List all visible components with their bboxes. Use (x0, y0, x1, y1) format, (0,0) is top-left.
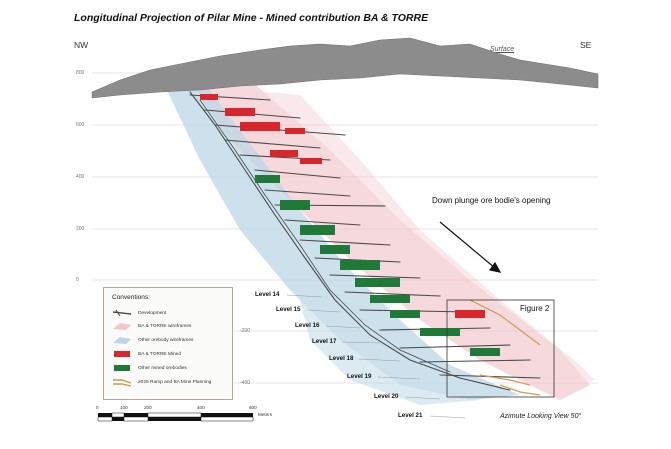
legend-label-planning: 2025 Ramp and BA Mine Planning (138, 379, 212, 385)
legend-label-development: Development (138, 310, 167, 316)
other-wireframe-swatch-icon (113, 337, 131, 344)
scale-tick-400: 400 (197, 405, 205, 410)
direction-se-label: SE (580, 40, 592, 50)
figure-2-label: Figure 2 (520, 304, 550, 313)
other-orebody-wireframes (165, 84, 520, 405)
level-17-label: Level 17 (312, 338, 337, 345)
down-plunge-arrow (439, 221, 502, 273)
ba-torre-wireframe-swatch-icon (113, 323, 131, 330)
scale-tick-600: 600 (249, 405, 257, 410)
other-mined-swatch-icon (114, 365, 130, 371)
legend-label-ba-torre-wireframes: BA & TORRE wireframes (138, 323, 192, 329)
legend-item-development: Development (112, 308, 166, 318)
elevation-label-minus-400: -400 (240, 380, 251, 386)
direction-nw-label: NW (74, 40, 89, 50)
legend-box: Conventions: Development BA & TORRE wire… (103, 287, 233, 400)
elevation-label-0: 0 (76, 277, 79, 283)
legend-label-ba-torre-mined: BA & TORRE Mined (138, 351, 182, 357)
legend-item-planning: 2025 Ramp and BA Mine Planning (112, 377, 211, 387)
legend-item-ba-torre-mined: BA & TORRE Mined (112, 349, 181, 359)
other-mined-stopes (255, 175, 500, 356)
legend-item-other-mined: Other mined orebodies (112, 363, 187, 373)
elevation-label-minus-200: -200 (240, 328, 251, 334)
ba-torre-mined-swatch-icon (114, 351, 130, 357)
level-15-label: Level 15 (276, 306, 301, 313)
level-19-label: Level 19 (347, 373, 372, 380)
level-16-label: Level 16 (295, 322, 320, 329)
ba-torre-wireframes (190, 80, 595, 400)
legend-label-other-mined: Other mined orebodies (138, 365, 187, 371)
scale-tick-0: 0 (96, 405, 99, 410)
level-21-label: Level 21 (398, 412, 423, 419)
scale-bar (97, 412, 254, 422)
elevation-label-600: 600 (76, 122, 85, 128)
legend-item-ba-torre-wireframes: BA & TORRE wireframes (112, 321, 191, 331)
level-14-label: Level 14 (255, 291, 280, 298)
surface-label: Surface (490, 46, 515, 53)
figure-2-box (446, 299, 555, 398)
legend-label-other-wireframes: Other orebody wireframes (138, 337, 194, 343)
ba-torre-mined-stopes (200, 94, 485, 318)
elevation-label-200: 200 (76, 226, 85, 232)
scale-unit: Meters (258, 412, 273, 417)
legend-item-other-wireframes: Other orebody wireframes (112, 335, 193, 345)
down-plunge-annotation: Down plunge ore bodie's opening (432, 196, 551, 205)
terrain-surface (91, 37, 599, 99)
level-callout-lines (286, 294, 466, 419)
elevation-label-800: 800 (76, 70, 85, 76)
planning-2025 (469, 299, 541, 396)
legend-title: Conventions: (112, 294, 150, 301)
scale-tick-200: 200 (144, 405, 152, 410)
development-swatch-icon (112, 309, 132, 317)
azimuth-label: Azimute Looking View 50° (500, 413, 582, 420)
elevation-label-400: 400 (76, 174, 85, 180)
level-18-label: Level 18 (329, 355, 354, 362)
planning-swatch-icon (113, 379, 132, 387)
diagram-title: Longitudinal Projection of Pilar Mine - … (74, 12, 429, 24)
scale-tick-100: 100 (120, 405, 128, 410)
level-20-label: Level 20 (374, 393, 399, 400)
